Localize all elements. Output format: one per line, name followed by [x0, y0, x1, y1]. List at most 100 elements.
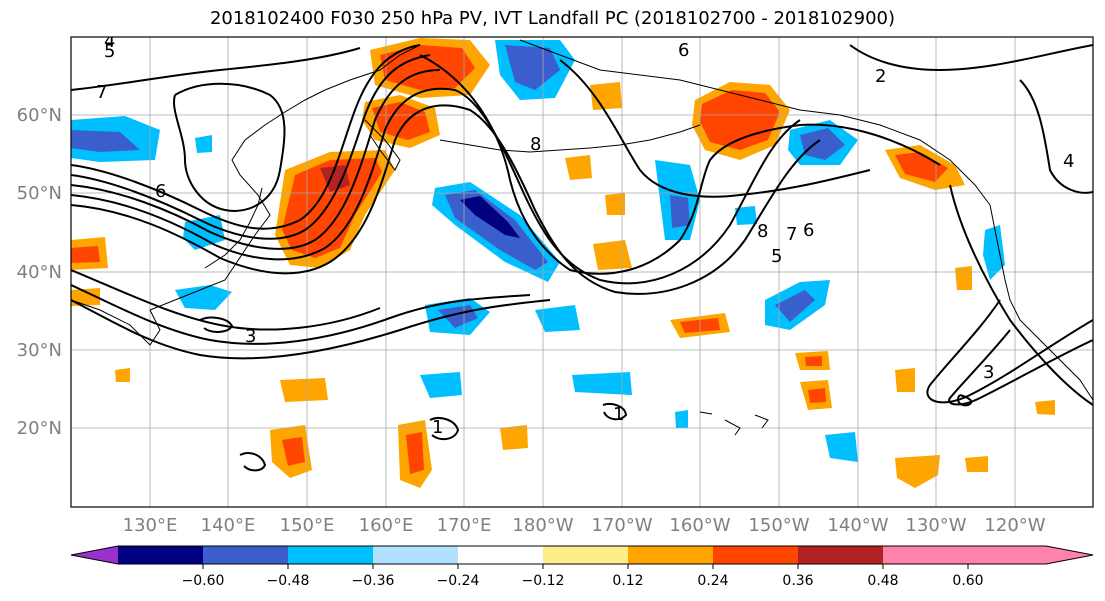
colorbar-segment	[798, 546, 883, 564]
pv-negative-shading	[71, 40, 1005, 462]
shade-red-region	[590, 82, 622, 110]
lon-label: 120°W	[984, 515, 1045, 536]
shade-red-region	[380, 45, 475, 90]
contour-line	[849, 44, 1093, 72]
lat-label-50N: 50°N	[17, 183, 62, 204]
contour-label: 2	[875, 66, 886, 87]
shade-red-region	[372, 102, 430, 140]
shade-red-region	[565, 155, 592, 180]
colorbar-segment	[373, 546, 458, 564]
shade-blue-region	[825, 432, 858, 462]
contour-line	[71, 87, 801, 285]
contour-line	[1019, 79, 1093, 194]
lon-label: 140°W	[827, 515, 888, 536]
colorbar-segment	[288, 546, 373, 564]
shade-blue-region	[735, 206, 757, 225]
contour-line	[602, 403, 628, 421]
contour-line	[71, 54, 431, 240]
lon-label: 170°E	[437, 515, 492, 536]
map-panel: 4 5 7 6 8 3 2 6 8 7 6 5 3 4 1 1	[71, 31, 1093, 507]
shade-blue-region	[535, 305, 580, 332]
lat-label-20N: 20°N	[17, 418, 62, 439]
shade-red-region	[700, 90, 780, 150]
contour-label: 7	[786, 224, 797, 245]
contour-line	[199, 316, 234, 333]
lon-label: 150°W	[748, 515, 809, 536]
colorbar-tick-label: 0.12	[612, 573, 643, 589]
colorbar-tick-label: 0.60	[952, 573, 983, 589]
contour-line	[71, 104, 821, 295]
pv-contours	[71, 44, 1093, 472]
contour-label: 5	[104, 41, 115, 62]
shade-blue-region	[800, 128, 845, 160]
contour-line	[71, 44, 421, 230]
contour-label: 4	[104, 31, 115, 52]
lon-label: 130°W	[905, 515, 966, 536]
contour-line	[429, 417, 460, 441]
shade-red-region	[282, 437, 305, 466]
lat-label-60N: 60°N	[17, 105, 62, 126]
lon-label: 170°W	[591, 515, 652, 536]
colorbar-segment	[203, 546, 288, 564]
coastline-alaska	[519, 39, 991, 206]
shade-red-region	[895, 152, 948, 182]
coastline-kamchatka	[364, 119, 401, 171]
contour-line	[949, 184, 1093, 406]
lat-label-30N: 30°N	[17, 340, 62, 361]
contour-line	[71, 269, 381, 331]
contour-line	[419, 54, 941, 275]
shade-blue-region	[175, 285, 232, 310]
contour-line	[559, 59, 871, 198]
lon-label: 150°E	[280, 515, 335, 536]
colorbar-tick-label: −0.48	[267, 573, 310, 589]
contour-labels: 4 5 7 6 8 3 2 6 8 7 6 5 3 4 1 1	[96, 31, 1074, 438]
contour-line	[71, 47, 361, 91]
shade-red-region	[895, 368, 915, 392]
shade-red-region	[895, 455, 940, 488]
colorbar-outline	[70, 545, 1094, 565]
colorbar-segment	[713, 546, 798, 564]
shade-blue-region	[572, 372, 632, 395]
colorbar-tick-label: 0.48	[867, 573, 898, 589]
lat-label-40N: 40°N	[17, 262, 62, 283]
shade-red-region	[71, 246, 100, 263]
contour-line	[957, 394, 973, 407]
colorbar-segment	[458, 546, 543, 564]
map-title: 2018102400 F030 250 hPa PV, IVT Landfall…	[209, 8, 896, 29]
contour-line	[173, 82, 286, 212]
colorbar-ticks	[202, 564, 969, 569]
shade-blue-region	[505, 45, 560, 90]
contour-label: 6	[155, 181, 166, 202]
colorbar-extend-max	[883, 546, 1093, 564]
shade-blue-region	[775, 290, 815, 322]
shade-red-region	[280, 378, 328, 402]
coastline-japan	[204, 187, 263, 269]
shade-red-region	[805, 356, 822, 366]
contour-label: 1	[432, 417, 443, 438]
contour-label: 5	[771, 246, 782, 267]
contour-label: 8	[757, 221, 768, 242]
longitude-labels: 130°E 140°E 150°E 160°E 170°E 180°W 170°…	[123, 515, 1046, 536]
colorbar-tick-label: −0.12	[522, 573, 565, 589]
lon-label: 160°E	[359, 515, 414, 536]
shade-red-region	[115, 368, 130, 382]
shade-blue-region	[420, 372, 462, 398]
colorbar-extend-min	[71, 546, 118, 564]
shade-blue-region	[460, 196, 520, 238]
colorbar-tick-label: −0.36	[352, 573, 395, 589]
map-frame	[70, 36, 1094, 508]
contour-line	[239, 452, 267, 472]
coastline-aleutians	[439, 124, 701, 153]
colorbar-segment	[628, 546, 713, 564]
coastline-hawaii	[699, 411, 769, 436]
colorbar-segment	[543, 546, 628, 564]
colorbar-tick-label: −0.60	[182, 573, 225, 589]
shade-red-region	[965, 456, 988, 472]
contour-line	[926, 299, 1093, 404]
contour-line	[71, 284, 531, 345]
shade-red-region	[605, 193, 625, 215]
shade-red-region	[500, 425, 528, 450]
colorbar-tick-label: −0.24	[437, 573, 480, 589]
shade-blue-region	[670, 195, 690, 228]
